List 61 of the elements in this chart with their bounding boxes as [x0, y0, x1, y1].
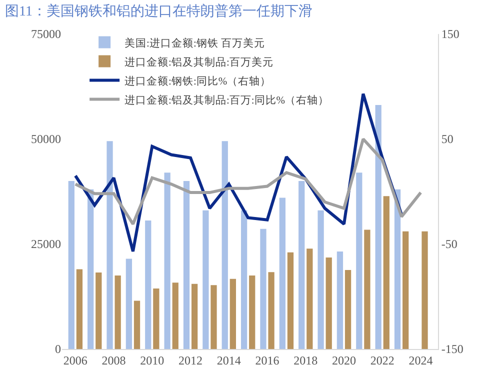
bar [210, 285, 217, 349]
bar [172, 282, 178, 349]
x-tick-label: 2014 [216, 353, 241, 368]
bar [88, 189, 94, 349]
bar [106, 141, 113, 349]
bar [318, 210, 324, 349]
bar [230, 278, 236, 349]
x-tick-label: 2006 [63, 353, 88, 368]
x-tick-label: 2022 [370, 353, 394, 368]
bar [298, 181, 305, 349]
y2-tick-label: -150 [441, 342, 464, 356]
bar [268, 272, 274, 349]
x-tick-label: 2016 [255, 353, 280, 368]
x-tick-label: 2008 [102, 353, 126, 368]
legend-label: 美国:进口金额:钢铁 百万美元 [124, 36, 266, 50]
bar [422, 231, 428, 349]
bar [364, 230, 370, 349]
y-tick-label: 0 [55, 342, 61, 356]
bar [222, 141, 228, 349]
x-tick-label: 2024 [408, 353, 433, 368]
bar [202, 210, 209, 349]
bar [249, 276, 256, 349]
y-tick-label: 25000 [31, 237, 61, 252]
bar [326, 257, 332, 349]
x-tick-label: 2010 [140, 353, 164, 368]
line-series [74, 138, 422, 226]
x-tick-label: 2018 [294, 353, 318, 368]
chart-title: 图11：美国钢铁和铝的进口在特朗普第一任期下滑 [5, 2, 312, 20]
bar [164, 172, 170, 349]
bar [114, 276, 121, 349]
y2-tick-label: -50 [441, 237, 458, 252]
bar [356, 172, 362, 349]
legend-label: 进口金额:铝及其制品:百万:同比%（右轴） [124, 93, 330, 106]
y2-tick-label: 50 [441, 132, 454, 146]
bar [344, 270, 352, 349]
bar [76, 269, 83, 349]
bar [153, 288, 160, 349]
bar [183, 181, 190, 349]
y-tick-label: 50000 [31, 132, 61, 146]
bar [96, 272, 102, 349]
bar [402, 231, 409, 349]
bar [68, 181, 74, 349]
bar [394, 189, 401, 349]
x-tick-label: 2020 [332, 353, 356, 368]
bar [383, 196, 390, 349]
bar [260, 228, 266, 349]
bar [306, 248, 313, 349]
bar [134, 300, 140, 349]
bar [145, 220, 152, 349]
x-tick-label: 2012 [178, 353, 203, 368]
bar [287, 252, 294, 349]
legend-label: 进口金额:铝及其制品:百万美元 [124, 55, 274, 68]
bar [191, 284, 198, 349]
bar [279, 198, 286, 349]
y-tick-label: 75000 [31, 27, 61, 42]
bar [336, 252, 344, 349]
legend-label: 进口金额:钢铁:同比%（右轴） [124, 74, 272, 88]
bar [375, 104, 382, 349]
bar [240, 210, 248, 349]
bar [126, 258, 132, 349]
y2-tick-label: 150 [441, 27, 460, 42]
